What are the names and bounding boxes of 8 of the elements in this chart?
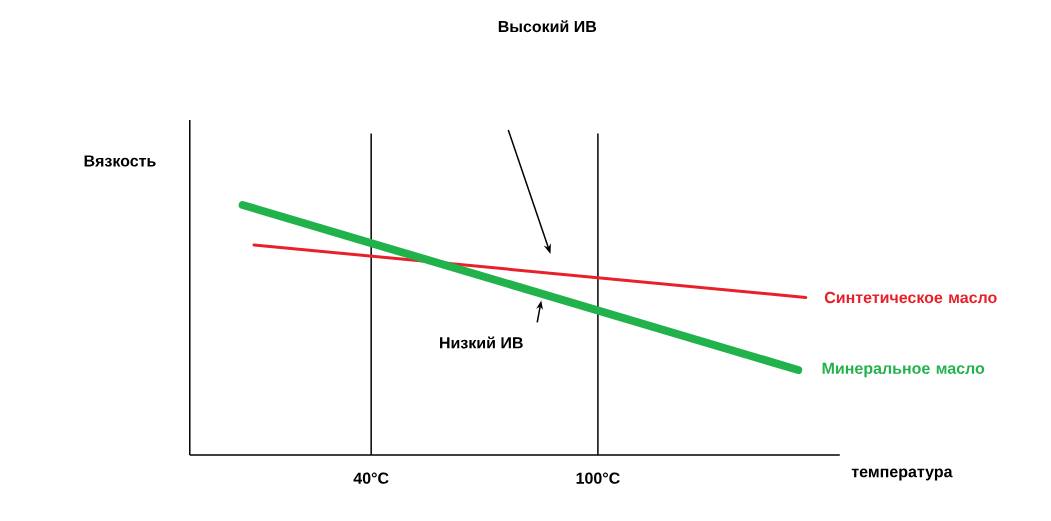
x-axis-title: температура (851, 468, 953, 481)
series-label: Синтетическое масло (824, 291, 997, 304)
annotation: Низкий ИВ (440, 336, 523, 349)
x-tick-label: 100°C (576, 472, 620, 484)
text: Высокий ИВ (498, 20, 597, 33)
x-tick-label: 40°C (353, 472, 389, 484)
y-axis-title: Вязкость (84, 155, 156, 167)
series-label: Минеральное масло (822, 362, 985, 378)
